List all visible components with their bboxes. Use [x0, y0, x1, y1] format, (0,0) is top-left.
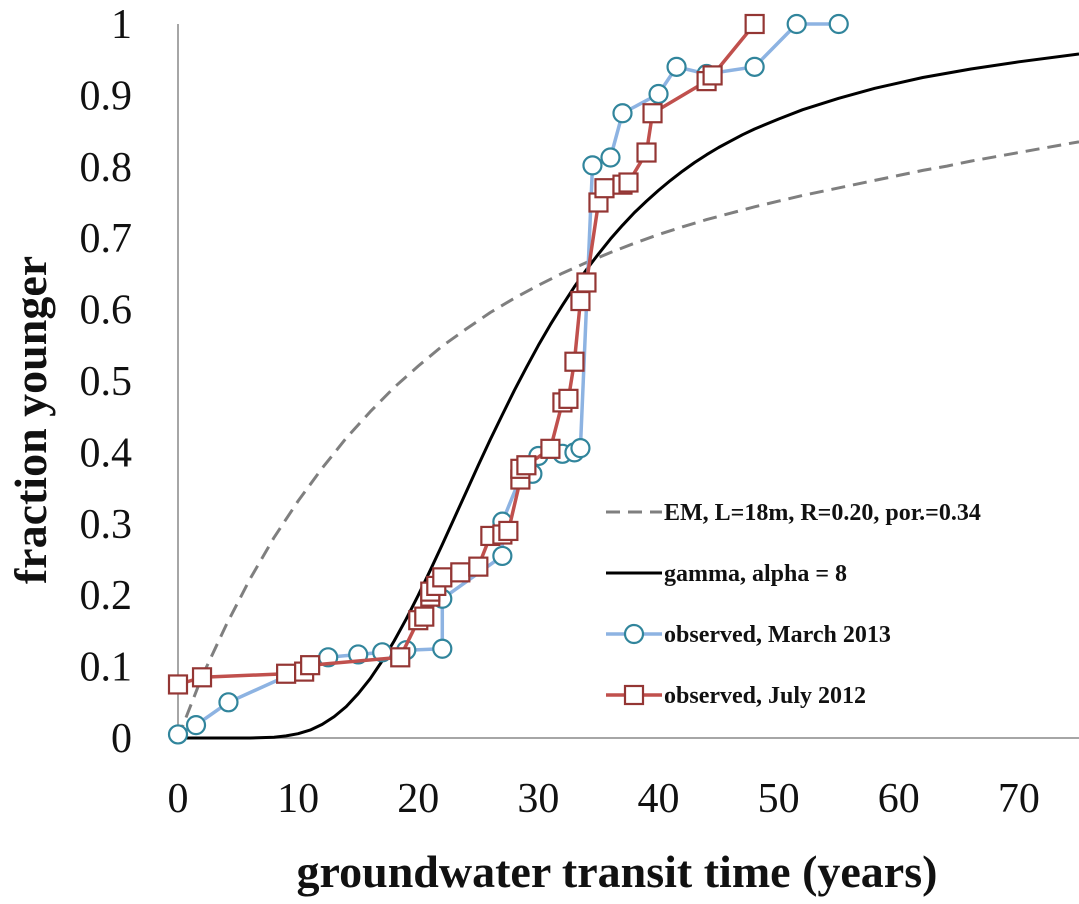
data-point: [432, 567, 453, 588]
data-point: [492, 545, 513, 567]
data-point: [582, 155, 603, 176]
data-point: [666, 56, 687, 77]
legend-item: observed, March 2013: [606, 622, 891, 648]
data-point: [636, 142, 657, 163]
y-tick-label: 0.1: [80, 645, 133, 691]
legend-item: gamma, alpha = 8: [606, 561, 847, 587]
data-point: [167, 724, 189, 745]
legend-marker: [623, 684, 645, 706]
data-point: [185, 715, 207, 736]
x-tick-label: 60: [878, 776, 920, 822]
data-point: [390, 647, 411, 668]
x-tick-label: 50: [758, 776, 800, 822]
data-point: [618, 172, 639, 193]
y-tick-label: 0: [111, 716, 132, 762]
data-point: [570, 438, 591, 459]
y-tick-label: 0.7: [80, 216, 133, 262]
data-point: [276, 663, 297, 684]
y-tick-label: 0.4: [80, 430, 133, 476]
x-tick-label: 70: [998, 776, 1040, 822]
data-point: [576, 272, 597, 293]
data-point: [218, 692, 239, 713]
series-gamma-alpha-8: [178, 52, 1079, 740]
data-point: [612, 103, 633, 124]
data-point: [516, 455, 537, 476]
data-point: [786, 13, 807, 35]
x-tick-label: 0: [168, 776, 189, 822]
series-line: [176, 140, 1079, 739]
legend: EM, L=18m, R=0.20, por.=0.34 gamma, alpha…: [606, 500, 981, 709]
legend-label: observed, March 2013: [664, 622, 891, 648]
data-point: [594, 178, 615, 199]
y-tick-label: 0.3: [80, 502, 133, 548]
legend-label: EM, L=18m, R=0.20, por.=0.34: [664, 500, 981, 526]
x-tick-label: 20: [397, 776, 439, 822]
data-point: [648, 83, 669, 105]
data-point: [642, 103, 663, 124]
y-tick-label: 0.8: [80, 145, 133, 191]
y-tick-label: 0.2: [80, 573, 133, 619]
data-point: [570, 290, 591, 312]
data-point: [450, 562, 471, 583]
plot-area: [177, 24, 1079, 739]
series-observed-july-2012: [167, 13, 765, 695]
legend-item: EM, L=18m, R=0.20, por.=0.34: [606, 500, 981, 526]
data-point: [540, 438, 561, 459]
x-tick-label: 40: [638, 776, 680, 822]
y-tick-label: 0.5: [80, 359, 133, 405]
data-point: [414, 606, 435, 627]
series-em-l-18m-r-0-20-por-0-34: [176, 140, 1079, 739]
legend-item: observed, July 2012: [606, 683, 866, 709]
series-line: [178, 52, 1079, 740]
data-point: [468, 556, 489, 577]
legend-label: observed, July 2012: [664, 683, 866, 709]
legend-label: gamma, alpha = 8: [664, 561, 847, 587]
data-point: [498, 520, 519, 542]
y-tick-label: 1: [111, 2, 132, 48]
y-tick-label: 0.6: [80, 288, 133, 334]
data-point: [744, 13, 765, 35]
y-axis-title: fraction younger: [5, 256, 56, 584]
data-point: [564, 351, 585, 372]
x-axis-title: groundwater transit time (years): [297, 846, 938, 897]
data-point: [167, 674, 189, 695]
data-point: [600, 147, 621, 168]
data-point: [828, 13, 849, 35]
data-point: [702, 65, 723, 86]
data-point: [300, 655, 321, 676]
data-point: [191, 667, 213, 688]
data-point: [744, 56, 765, 77]
x-tick-label: 30: [517, 776, 559, 822]
tick-labels: 0 10 20 30 40 50 60 70 0 0.1 0.2 0.3 0.4 0.5 0.6 0.7 0.8…: [80, 2, 1040, 822]
y-tick-label: 0.9: [80, 73, 133, 119]
legend-marker: [623, 623, 645, 645]
data-point: [558, 388, 579, 409]
data-point: [432, 638, 453, 659]
series-layer: [167, 13, 1079, 745]
x-tick-label: 10: [277, 776, 319, 822]
